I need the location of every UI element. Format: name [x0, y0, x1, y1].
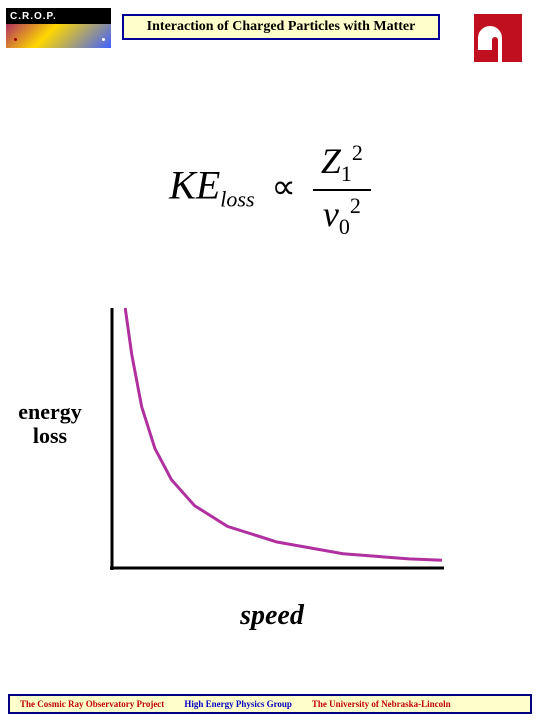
equation-proportional-symbol: ∝	[272, 169, 296, 206]
chart	[92, 300, 452, 590]
equation-fraction: Z12 v02	[313, 140, 371, 240]
footer: The Cosmic Ray Observatory Project High …	[8, 694, 532, 714]
chart-xlabel: speed	[92, 600, 452, 632]
crop-dot-2	[102, 38, 105, 41]
chart-ylabel-line2: loss	[33, 423, 67, 448]
chart-ylabel-line1: energy	[18, 399, 82, 424]
equation: KEloss ∝ Z12 v02	[0, 140, 540, 240]
equation-num-sup: 2	[352, 140, 363, 165]
slide-title: Interaction of Charged Particles with Ma…	[122, 14, 440, 40]
equation-den-base: v	[323, 194, 339, 234]
crop-dot-1	[14, 38, 17, 41]
institution-logo-icon	[468, 10, 528, 66]
equation-num-sub: 1	[341, 161, 352, 186]
chart-ylabel: energy loss	[10, 400, 90, 448]
equation-ke: KE	[169, 162, 220, 207]
equation-numerator: Z12	[313, 140, 371, 189]
footer-seg-3: The University of Nebraska-Lincoln	[302, 699, 461, 709]
equation-den-sub: 0	[339, 214, 350, 239]
institution-logo-shape	[474, 14, 522, 62]
equation-den-sup: 2	[350, 193, 361, 218]
chart-svg	[92, 300, 452, 590]
equation-ke-sub: loss	[220, 187, 254, 212]
footer-seg-1: The Cosmic Ray Observatory Project	[10, 699, 174, 709]
footer-seg-2: High Energy Physics Group	[174, 699, 302, 709]
header: C.R.O.P. Interaction of Charged Particle…	[0, 6, 540, 56]
crop-logo: C.R.O.P.	[6, 8, 111, 48]
chart-axes	[110, 308, 444, 570]
energy-loss-curve	[125, 308, 442, 560]
crop-logo-text: C.R.O.P.	[6, 8, 111, 24]
crop-logo-art	[6, 24, 111, 48]
equation-denominator: v02	[313, 189, 371, 240]
equation-num-base: Z	[321, 141, 341, 181]
